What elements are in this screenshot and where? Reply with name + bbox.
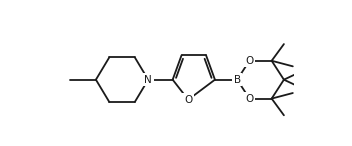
Text: N: N [144, 75, 152, 85]
Text: O: O [245, 56, 253, 66]
Text: B: B [234, 75, 241, 85]
Text: O: O [184, 95, 192, 105]
Text: O: O [245, 94, 253, 104]
